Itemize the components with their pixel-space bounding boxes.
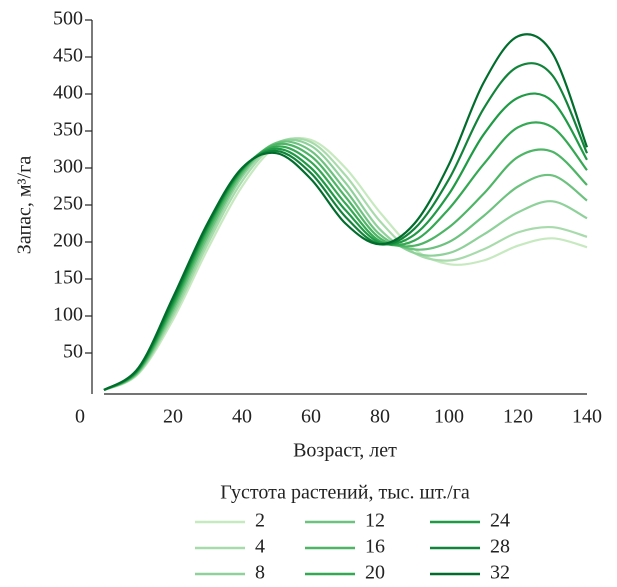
x-tick-label: 20 xyxy=(163,406,183,428)
legend-label: 8 xyxy=(255,562,265,584)
x-axis-label: Возраст, лет xyxy=(293,440,397,462)
legend-label: 20 xyxy=(365,562,385,584)
legend-label: 28 xyxy=(490,536,510,558)
y-tick-label: 500 xyxy=(53,8,83,30)
y-tick-label: 250 xyxy=(53,193,83,215)
y-tick-label: 350 xyxy=(53,119,83,141)
legend-label: 2 xyxy=(255,510,265,532)
y-tick-label: 450 xyxy=(53,45,83,67)
legend-label: 4 xyxy=(255,536,265,558)
y-tick-label: 400 xyxy=(53,82,83,104)
x-tick-label: 140 xyxy=(572,406,602,428)
legend-label: 16 xyxy=(365,536,385,558)
legend-title: Густота растений, тыс. шт./га xyxy=(220,482,470,504)
line xyxy=(103,140,588,392)
legend-label: 12 xyxy=(365,510,385,532)
y-tick-label: 200 xyxy=(53,230,83,252)
y-axis-label: Запас, м³/га xyxy=(14,156,36,255)
x-tick-label: 0 xyxy=(75,406,85,428)
x-tick-label: 100 xyxy=(434,406,464,428)
line xyxy=(103,62,589,391)
x-tick-label: 60 xyxy=(301,406,321,428)
line xyxy=(103,121,588,391)
x-tick-label: 120 xyxy=(503,406,533,428)
line xyxy=(103,92,588,391)
line xyxy=(103,137,588,392)
line xyxy=(103,33,589,391)
y-tick-label: 100 xyxy=(53,304,83,326)
y-tick-label: 300 xyxy=(53,156,83,178)
line xyxy=(103,142,588,391)
y-tick-label: 150 xyxy=(53,267,83,289)
legend-label: 24 xyxy=(490,510,510,532)
legend-label: 32 xyxy=(490,562,510,584)
y-tick-label: 50 xyxy=(63,341,83,363)
x-tick-label: 80 xyxy=(370,406,390,428)
line xyxy=(103,136,588,392)
line xyxy=(103,138,588,392)
x-tick-label: 40 xyxy=(232,406,252,428)
